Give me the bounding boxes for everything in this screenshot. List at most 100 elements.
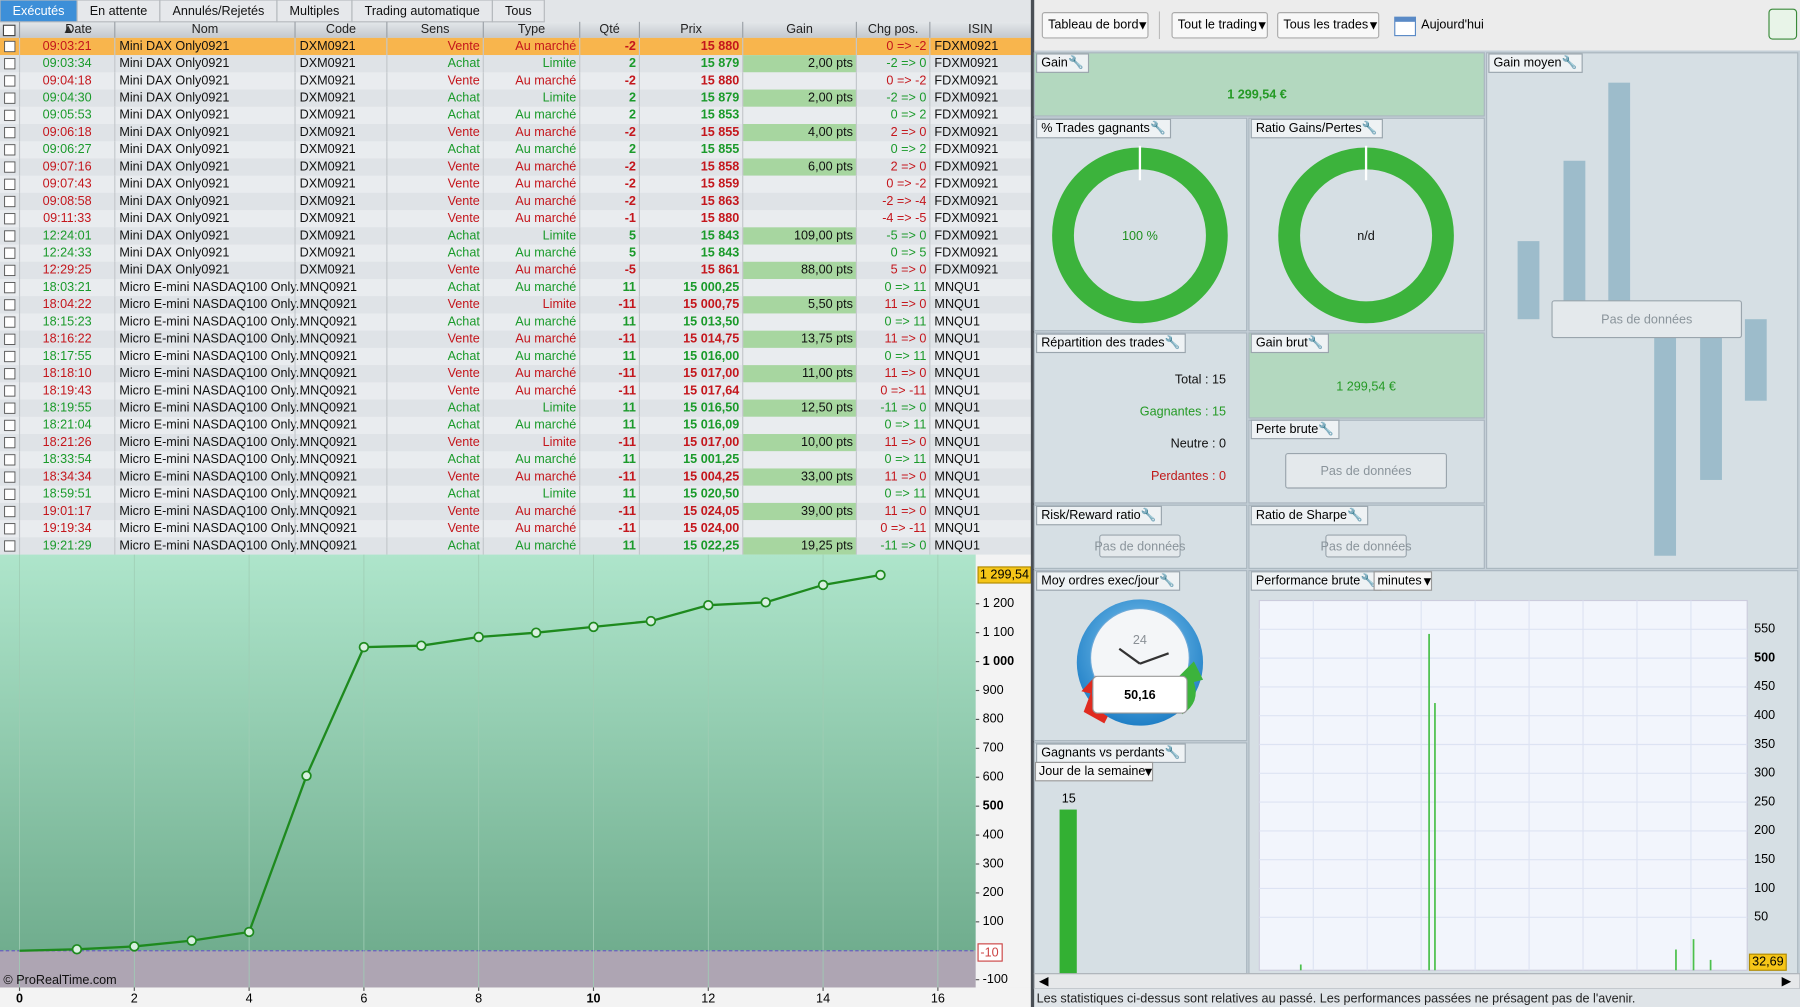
tab-label[interactable]: Tous <box>505 4 532 18</box>
table-row[interactable] <box>0 451 1031 469</box>
dashboard-label[interactable]: Tableau de bord <box>1048 18 1138 32</box>
wrench-icon[interactable]: 🔧 <box>1165 745 1181 760</box>
row-icon[interactable] <box>4 109 16 122</box>
table-row[interactable] <box>0 72 1031 90</box>
widget-title-box[interactable] <box>1036 571 1181 591</box>
widget-title-box[interactable] <box>1250 419 1340 440</box>
row-icon[interactable] <box>4 247 16 259</box>
row-icon[interactable] <box>4 402 16 414</box>
period-label[interactable]: minutes <box>1378 573 1422 587</box>
table-row[interactable] <box>0 175 1031 193</box>
column-header[interactable]: Qté <box>599 22 619 36</box>
table-row[interactable] <box>0 210 1031 228</box>
widget-title-box[interactable] <box>1250 118 1383 139</box>
row-icon[interactable] <box>4 505 16 518</box>
column-header[interactable]: Sens <box>421 22 450 36</box>
column-header[interactable]: Nom <box>192 22 219 36</box>
row-icon[interactable] <box>4 126 16 139</box>
table-row[interactable] <box>0 37 1031 56</box>
tab-label[interactable]: Exécutés <box>13 4 65 18</box>
column-header[interactable]: Prix <box>680 22 702 36</box>
row-icon[interactable] <box>4 316 16 328</box>
column-header[interactable]: ISIN <box>968 22 993 36</box>
trades-label[interactable]: Tous les trades <box>1283 18 1368 32</box>
row-icon[interactable] <box>4 419 16 432</box>
table-row[interactable] <box>0 520 1031 538</box>
scrollbar[interactable] <box>1033 973 1800 990</box>
row-icon[interactable] <box>4 92 16 104</box>
column-header[interactable]: Gain <box>786 22 813 36</box>
row-icon[interactable] <box>4 264 16 277</box>
row-icon[interactable] <box>4 178 16 190</box>
wrench-icon[interactable]: 🔧 <box>1150 120 1166 135</box>
tab-label[interactable]: En attente <box>90 4 147 18</box>
table-row[interactable] <box>0 141 1031 159</box>
row-icon[interactable] <box>4 488 16 500</box>
tab-label[interactable]: Trading automatique <box>365 4 480 18</box>
table-row[interactable] <box>0 192 1031 211</box>
column-header[interactable]: Date <box>65 22 92 36</box>
row-icon[interactable] <box>4 161 16 173</box>
widget-title-box[interactable] <box>1036 53 1090 73</box>
period-dropdown[interactable] <box>1373 571 1433 591</box>
app-icon[interactable] <box>1768 8 1798 40</box>
row-icon[interactable] <box>4 144 16 156</box>
row-icon[interactable] <box>4 523 16 535</box>
scroll-left[interactable]: ◀ <box>1039 974 1049 988</box>
tab-label[interactable]: Annulés/Rejetés <box>172 4 264 18</box>
wrench-icon[interactable]: 🔧 <box>1165 335 1181 350</box>
widget-title-box[interactable] <box>1036 333 1186 354</box>
table-row[interactable] <box>0 106 1031 125</box>
widget-title-box[interactable] <box>1036 505 1162 526</box>
row-icon[interactable] <box>4 40 16 53</box>
tab-label[interactable]: Multiples <box>290 4 340 18</box>
scope-button[interactable] <box>1171 12 1268 39</box>
table-row[interactable] <box>0 279 1031 297</box>
scroll-right[interactable]: ▶ <box>1782 974 1792 988</box>
row-icon[interactable] <box>4 540 16 552</box>
widget-title-box[interactable] <box>1250 333 1329 354</box>
row-icon[interactable] <box>4 58 16 70</box>
row-icon[interactable] <box>4 368 16 380</box>
wrench-icon[interactable]: 🔧 <box>1562 54 1578 69</box>
column-header[interactable]: Chg pos. <box>868 22 918 36</box>
column-header[interactable]: Type <box>518 22 545 36</box>
period-dropdown[interactable] <box>1034 761 1154 782</box>
row-icon[interactable] <box>4 230 16 242</box>
row-icon[interactable] <box>4 75 16 87</box>
row-icon[interactable] <box>4 350 16 363</box>
row-icon[interactable] <box>4 195 16 208</box>
table-row[interactable] <box>0 313 1031 331</box>
column-header[interactable]: Code <box>326 22 356 36</box>
wrench-icon[interactable]: 🔧 <box>1141 507 1157 522</box>
wrench-icon[interactable]: 🔧 <box>1159 572 1175 587</box>
wrench-icon[interactable]: 🔧 <box>1308 335 1324 350</box>
row-icon[interactable] <box>4 385 16 397</box>
widget-title-box[interactable] <box>1488 53 1583 73</box>
wrench-icon[interactable]: 🔧 <box>1068 54 1084 69</box>
row-icon[interactable] <box>4 333 16 345</box>
widget-title-box[interactable] <box>1036 118 1172 139</box>
wrench-icon[interactable]: 🔧 <box>1362 120 1378 135</box>
table-row[interactable] <box>0 244 1031 262</box>
row-icon[interactable] <box>4 471 16 483</box>
row-icon[interactable] <box>4 299 16 311</box>
row-icon[interactable] <box>4 437 16 449</box>
table-row[interactable] <box>0 416 1031 435</box>
dashboard-button[interactable] <box>1041 12 1149 39</box>
row-icon[interactable] <box>4 454 16 466</box>
tab[interactable] <box>491 0 545 23</box>
table-row[interactable] <box>0 382 1031 400</box>
wrench-icon[interactable]: 🔧 <box>1360 572 1376 587</box>
table-row[interactable] <box>0 347 1031 366</box>
table-row[interactable] <box>0 485 1031 503</box>
wrench-icon[interactable]: 🔧 <box>1318 421 1334 436</box>
period-label[interactable]: Jour de la semaine <box>1039 764 1146 778</box>
widget-title-box[interactable] <box>1250 505 1369 526</box>
period-label[interactable]: Aujourd'hui <box>1421 18 1484 32</box>
row-icon[interactable] <box>4 282 16 294</box>
scope-label[interactable]: Tout le trading <box>1178 18 1257 32</box>
row-icon[interactable] <box>4 213 16 225</box>
wrench-icon[interactable]: 🔧 <box>1347 507 1363 522</box>
trades-button[interactable] <box>1277 12 1380 39</box>
